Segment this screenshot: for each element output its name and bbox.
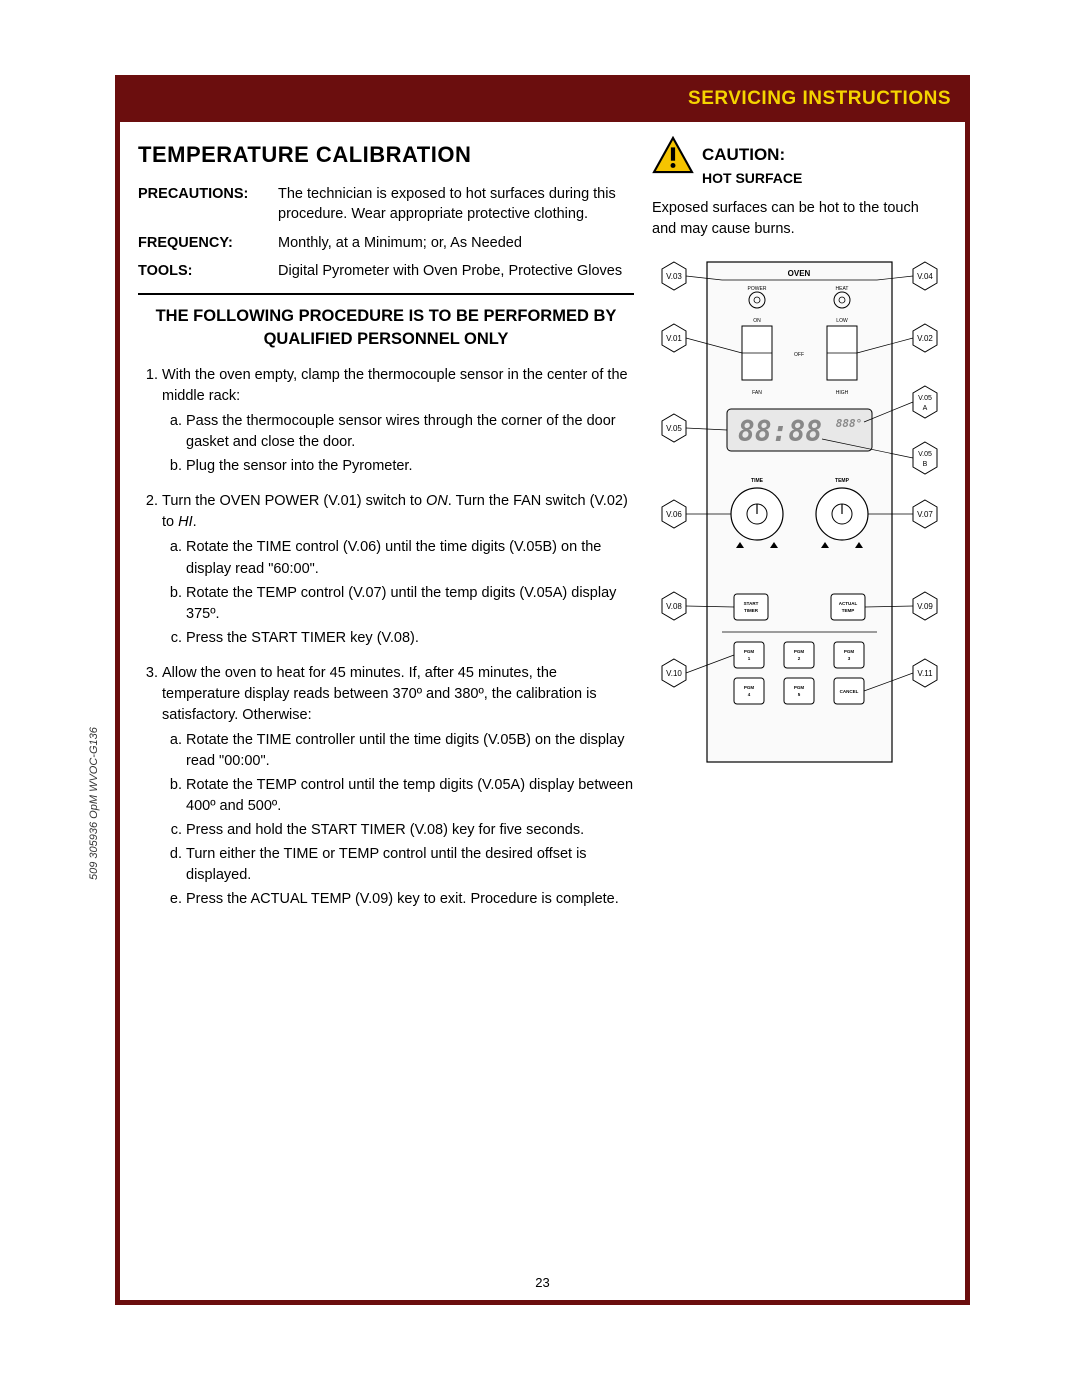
step-2-sub: Rotate the TIME control (V.06) until the… — [162, 537, 634, 648]
svg-text:88:88: 88:88 — [738, 415, 822, 448]
svg-text:TEMP: TEMP — [842, 608, 855, 613]
left-column: TEMPERATURE CALIBRATION PRECAUTIONS: The… — [138, 136, 634, 924]
svg-text:TIMER: TIMER — [744, 608, 759, 613]
tools-text: Digital Pyrometer with Oven Probe, Prote… — [278, 261, 634, 281]
svg-text:888°: 888° — [836, 417, 863, 430]
precautions-label: PRECAUTIONS: — [138, 184, 278, 225]
svg-text:PGM: PGM — [744, 685, 755, 690]
svg-text:HEAT: HEAT — [836, 286, 849, 292]
svg-text:V.02: V.02 — [917, 334, 933, 343]
caution-text: Exposed surfaces can be hot to the touch… — [652, 198, 947, 240]
right-column: CAUTION: HOT SURFACE Exposed surfaces ca… — [652, 136, 947, 924]
step-3e: Press the ACTUAL TEMP (V.09) key to exit… — [186, 889, 634, 910]
svg-text:HIGH: HIGH — [836, 390, 849, 396]
step-3-sub: Rotate the TIME controller until the tim… — [162, 730, 634, 910]
step-1: With the oven empty, clamp the thermocou… — [162, 365, 634, 477]
svg-text:POWER: POWER — [748, 286, 767, 292]
section-rule — [138, 293, 634, 295]
page-number: 23 — [120, 1275, 965, 1290]
header-bar: SERVICING INSTRUCTIONS — [120, 80, 965, 122]
svg-text:V.07: V.07 — [917, 510, 933, 519]
warning-icon — [652, 136, 694, 174]
step-1b: Plug the sensor into the Pyrometer. — [186, 456, 634, 477]
svg-text:V.06: V.06 — [666, 510, 682, 519]
page-title: TEMPERATURE CALIBRATION — [138, 142, 634, 168]
svg-text:V.08: V.08 — [666, 602, 682, 611]
svg-text:PGM: PGM — [794, 685, 805, 690]
svg-text:V.11: V.11 — [917, 669, 933, 678]
svg-text:V.05: V.05 — [918, 451, 932, 458]
svg-text:V.05: V.05 — [666, 424, 682, 433]
svg-text:ON: ON — [753, 318, 761, 324]
svg-text:V.03: V.03 — [666, 272, 682, 281]
caution-subtitle: HOT SURFACE — [702, 170, 947, 186]
svg-text:V.09: V.09 — [917, 602, 933, 611]
svg-text:CANCEL: CANCEL — [840, 689, 859, 694]
svg-text:B: B — [923, 461, 928, 468]
step-1-text: With the oven empty, clamp the thermocou… — [162, 367, 628, 404]
step-3-text: Allow the oven to heat for 45 minutes. I… — [162, 665, 597, 723]
tools-label: TOOLS: — [138, 261, 278, 281]
svg-text:OVEN: OVEN — [788, 269, 811, 278]
precautions-row: PRECAUTIONS: The technician is exposed t… — [138, 184, 634, 225]
step-3d: Turn either the TIME or TEMP control unt… — [186, 844, 634, 886]
svg-text:V.05: V.05 — [918, 395, 932, 402]
page-frame: SERVICING INSTRUCTIONS TEMPERATURE CALIB… — [115, 75, 970, 1305]
svg-text:V.10: V.10 — [666, 669, 682, 678]
svg-text:START: START — [744, 601, 759, 606]
procedure-list: With the oven empty, clamp the thermocou… — [138, 365, 634, 909]
caution-title: CAUTION: — [702, 145, 785, 165]
step-1a: Pass the thermocouple sensor wires throu… — [186, 411, 634, 453]
frequency-row: FREQUENCY: Monthly, at a Minimum; or, As… — [138, 233, 634, 253]
tools-row: TOOLS: Digital Pyrometer with Oven Probe… — [138, 261, 634, 281]
step-2a: Rotate the TIME control (V.06) until the… — [186, 537, 634, 579]
step-2: Turn the OVEN POWER (V.01) switch to ON.… — [162, 491, 634, 648]
svg-text:V.04: V.04 — [917, 272, 933, 281]
svg-text:FAN: FAN — [752, 390, 762, 396]
svg-text:PGM: PGM — [744, 649, 755, 654]
svg-text:LOW: LOW — [836, 318, 848, 324]
step-3: Allow the oven to heat for 45 minutes. I… — [162, 663, 634, 910]
svg-text:PGM: PGM — [794, 649, 805, 654]
svg-text:TEMP: TEMP — [835, 478, 850, 484]
svg-text:OFF: OFF — [794, 352, 804, 358]
step-3a: Rotate the TIME controller until the tim… — [186, 730, 634, 772]
step-3c: Press and hold the START TIMER (V.08) ke… — [186, 820, 634, 841]
frequency-label: FREQUENCY: — [138, 233, 278, 253]
step-2c: Press the START TIMER key (V.08). — [186, 628, 634, 649]
svg-text:A: A — [923, 405, 928, 412]
precautions-text: The technician is exposed to hot surface… — [278, 184, 634, 225]
step-2-text: Turn the OVEN POWER (V.01) switch to ON.… — [162, 493, 628, 530]
step-2b: Rotate the TEMP control (V.07) until the… — [186, 583, 634, 625]
step-1-sub: Pass the thermocouple sensor wires throu… — [162, 411, 634, 477]
control-panel-diagram: OVEN POWER HEAT ON LOW OFF FAN HIGH — [652, 254, 947, 774]
frequency-text: Monthly, at a Minimum; or, As Needed — [278, 233, 634, 253]
caution-row: CAUTION: — [652, 136, 947, 174]
svg-text:V.01: V.01 — [666, 334, 682, 343]
svg-text:TIME: TIME — [751, 478, 764, 484]
content-area: TEMPERATURE CALIBRATION PRECAUTIONS: The… — [120, 122, 965, 924]
step-3b: Rotate the TEMP control until the temp d… — [186, 775, 634, 817]
qualified-heading: THE FOLLOWING PROCEDURE IS TO BE PERFORM… — [138, 305, 634, 351]
svg-text:PGM: PGM — [844, 649, 855, 654]
side-doc-id: 509 305936 OpM WVOC-G136 — [88, 727, 100, 880]
svg-text:ACTUAL: ACTUAL — [839, 601, 858, 606]
